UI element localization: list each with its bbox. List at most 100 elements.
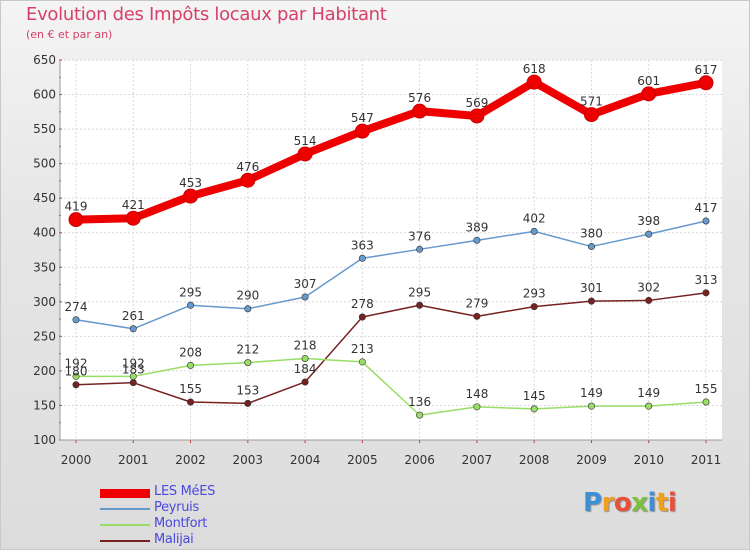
- data-point: [72, 381, 80, 389]
- data-point: [702, 217, 710, 225]
- data-point: [645, 230, 653, 238]
- data-point: [297, 146, 313, 162]
- data-point: [358, 254, 366, 262]
- data-point: [698, 75, 714, 91]
- data-label: 307: [294, 277, 317, 291]
- x-tick-label: 2006: [404, 453, 435, 467]
- legend-swatch: [100, 508, 150, 510]
- legend-label: Peyruis: [154, 500, 199, 515]
- logo-letter: i: [647, 488, 657, 518]
- data-point: [645, 402, 653, 410]
- data-point: [587, 243, 595, 251]
- data-label: 618: [523, 62, 546, 76]
- data-label: 569: [465, 96, 488, 110]
- data-label: 617: [695, 63, 718, 77]
- x-tick-label: 2011: [691, 453, 722, 467]
- data-label: 192: [65, 356, 88, 370]
- x-tick-label: 2008: [519, 453, 550, 467]
- data-point: [244, 305, 252, 313]
- data-label: 421: [122, 198, 145, 212]
- y-tick-label: 150: [33, 398, 56, 412]
- x-tick-label: 2005: [347, 453, 378, 467]
- data-label: 402: [523, 211, 546, 225]
- y-tick-label: 550: [33, 122, 56, 136]
- y-tick-label: 400: [33, 226, 56, 240]
- y-tick-label: 600: [33, 88, 56, 102]
- data-label: 389: [465, 220, 488, 234]
- data-point: [358, 313, 366, 321]
- y-tick-label: 100: [33, 433, 56, 447]
- legend-swatch: [100, 540, 150, 542]
- data-point: [641, 86, 657, 102]
- data-label: 213: [351, 342, 374, 356]
- data-point: [301, 293, 309, 301]
- legend-label: Montfort: [154, 516, 208, 531]
- data-label: 417: [695, 201, 718, 215]
- data-point: [240, 172, 256, 188]
- data-point: [187, 398, 195, 406]
- data-point: [187, 361, 195, 369]
- data-label: 514: [294, 134, 317, 148]
- data-point: [301, 378, 309, 386]
- data-label: 571: [580, 95, 603, 109]
- data-point: [702, 289, 710, 297]
- data-label: 313: [695, 273, 718, 287]
- data-label: 274: [65, 300, 88, 314]
- data-label: 184: [294, 362, 317, 376]
- x-tick-label: 2001: [118, 453, 149, 467]
- data-label: 149: [580, 386, 603, 400]
- data-label: 278: [351, 297, 374, 311]
- series-line-les-m-es: [75, 78, 707, 224]
- data-point: [129, 372, 137, 380]
- logo-letter: r: [601, 488, 615, 518]
- data-label: 218: [294, 338, 317, 352]
- data-label: 208: [179, 345, 202, 359]
- data-point: [183, 188, 199, 204]
- x-tick-label: 2004: [290, 453, 321, 467]
- data-point: [473, 403, 481, 411]
- data-point: [72, 372, 80, 380]
- data-label: 547: [351, 111, 374, 125]
- data-point: [358, 358, 366, 366]
- proxiti-logo: Proxiti: [583, 488, 677, 518]
- y-tick-label: 250: [33, 329, 56, 343]
- y-tick-label: 200: [33, 364, 56, 378]
- data-label: 290: [236, 289, 259, 303]
- data-point: [187, 301, 195, 309]
- legend-swatch: [100, 524, 150, 526]
- data-point: [530, 303, 538, 311]
- chart-title: Evolution des Impôts locaux par Habitant: [26, 4, 387, 25]
- data-label: 192: [122, 356, 145, 370]
- data-point: [416, 411, 424, 419]
- line-chart: 100 150 200 250 300 350 400 450 500 550 600 650 2000…: [33, 53, 722, 467]
- data-label: 376: [408, 229, 431, 243]
- data-point: [244, 399, 252, 407]
- logo-letter: i: [667, 488, 677, 518]
- data-point: [244, 359, 252, 367]
- data-label: 149: [637, 386, 660, 400]
- data-point: [530, 227, 538, 235]
- data-point: [412, 103, 428, 119]
- logo-letter: x: [631, 488, 648, 518]
- data-point: [469, 108, 485, 124]
- y-tick-label: 350: [33, 260, 56, 274]
- data-point: [68, 212, 84, 228]
- data-point: [530, 405, 538, 413]
- legend-label: Malijai: [154, 532, 194, 547]
- data-point: [301, 354, 309, 362]
- data-point: [473, 236, 481, 244]
- data-point: [526, 74, 542, 90]
- data-label: 148: [465, 387, 488, 401]
- data-label: 153: [236, 383, 259, 397]
- x-tick-label: 2009: [576, 453, 607, 467]
- data-label: 155: [695, 382, 718, 396]
- data-point: [583, 107, 599, 123]
- data-label: 279: [465, 296, 488, 310]
- logo-letter: t: [655, 488, 668, 518]
- data-label: 295: [179, 285, 202, 299]
- data-point: [587, 402, 595, 410]
- data-point: [72, 316, 80, 324]
- data-point: [416, 245, 424, 253]
- data-label: 293: [523, 287, 546, 301]
- data-point: [645, 296, 653, 304]
